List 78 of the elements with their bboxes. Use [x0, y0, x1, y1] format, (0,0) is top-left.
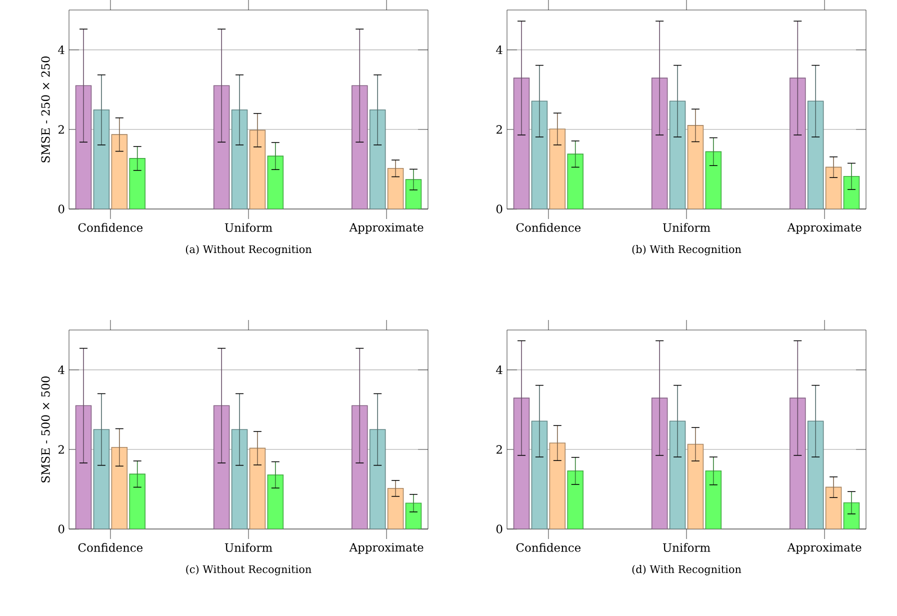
x-tick-label: Uniform [662, 223, 710, 232]
x-tick-label: Approximate [787, 543, 862, 554]
bar [213, 85, 230, 209]
x-tick-label: Uniform [662, 543, 710, 552]
bar [267, 156, 284, 209]
x-tick-label: Approximate [349, 543, 424, 554]
y-tick-label: 4 [58, 46, 64, 54]
bar [651, 78, 668, 209]
y-tick-label: 2 [496, 125, 502, 134]
y-tick-label: 0 [58, 524, 64, 534]
bar [687, 444, 704, 529]
bar [843, 502, 860, 529]
bar [825, 486, 842, 529]
bar [249, 448, 266, 529]
x-tick-label: Confidence [516, 223, 581, 232]
bar [825, 166, 842, 209]
bar [405, 179, 422, 209]
bar [687, 125, 704, 209]
bar [405, 502, 422, 529]
bar [807, 100, 824, 209]
bar [705, 470, 722, 529]
y-tick-label: 0 [58, 204, 64, 214]
bar [651, 398, 668, 529]
x-tick-label: Confidence [516, 543, 581, 552]
text: (c) Without Recognition [186, 565, 312, 576]
y-tick-label: 2 [496, 445, 502, 454]
x-tick-label: Uniform [224, 223, 272, 232]
bar [213, 405, 230, 529]
x-tick-label: Confidence [78, 223, 143, 232]
bar [705, 151, 722, 209]
bar [513, 78, 530, 209]
x-tick-label: Confidence [78, 543, 143, 552]
x-tick-label: Approximate [787, 223, 862, 234]
bar [369, 429, 386, 529]
y-axis-title: SMSE - 250 × 250 [41, 56, 50, 162]
bar [513, 398, 530, 529]
text: (a) Without Recognition [186, 245, 312, 256]
bar [387, 168, 404, 209]
y-axis-title: SMSE - 500 × 500 [41, 376, 50, 482]
bar [669, 420, 686, 529]
y-tick-label: 2 [58, 445, 64, 454]
bar [249, 130, 266, 209]
text: (b) With Recognition [632, 245, 742, 256]
bar [531, 100, 548, 209]
x-tick-label: Approximate [349, 223, 424, 234]
bar [369, 109, 386, 209]
bar [93, 109, 110, 209]
y-tick-label: 0 [496, 204, 502, 214]
bar [531, 420, 548, 529]
bar [129, 474, 146, 529]
bar [75, 405, 92, 529]
y-tick-label: 4 [496, 46, 502, 54]
x-tick-label: Uniform [224, 543, 272, 552]
bar [790, 398, 806, 529]
bar [669, 100, 686, 209]
text: (d) With Recognition [632, 565, 742, 576]
bar [111, 134, 128, 209]
bar [129, 158, 146, 209]
bar [231, 109, 248, 209]
bar [549, 128, 566, 209]
bar [111, 447, 128, 529]
bar [93, 429, 110, 529]
y-tick-label: 4 [58, 366, 64, 374]
bar [352, 405, 368, 529]
bar [843, 176, 860, 209]
bar [352, 85, 368, 209]
bar [267, 474, 284, 529]
bar [790, 78, 806, 209]
bar [807, 420, 824, 529]
bar [567, 470, 584, 529]
bar [75, 85, 92, 209]
bar [231, 429, 248, 529]
y-tick-label: 2 [58, 125, 64, 134]
bar [567, 154, 584, 209]
bar [387, 488, 404, 529]
y-tick-label: 0 [496, 524, 502, 534]
y-tick-label: 4 [496, 366, 502, 374]
bar [549, 442, 566, 529]
